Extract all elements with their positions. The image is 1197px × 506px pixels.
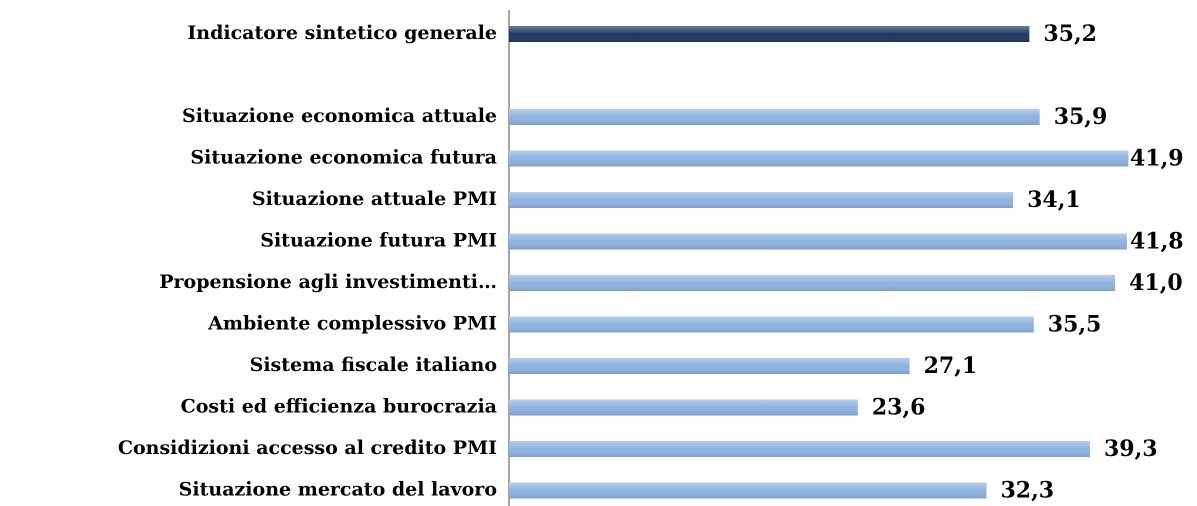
bar-shine <box>509 482 987 499</box>
value-label: 23,6 <box>872 395 926 421</box>
bar-shine <box>509 233 1127 250</box>
category-label: Propensione agli investimenti… <box>159 271 497 293</box>
category-label: Costi ed efficienza burocrazia <box>181 396 497 418</box>
bar-shine <box>509 109 1040 125</box>
value-label: 35,9 <box>1054 104 1108 130</box>
value-label: 32,3 <box>1000 478 1054 504</box>
value-label: 35,5 <box>1048 312 1102 338</box>
category-label: Situazione economica attuale <box>182 105 497 127</box>
bar-shine <box>509 399 858 416</box>
bar-shine <box>509 192 1014 208</box>
bar-shine <box>509 26 1030 42</box>
category-label: Ambiente complessivo PMI <box>207 313 497 335</box>
category-label: Indicatore sintetico generale <box>187 22 497 44</box>
value-label: 41,8 <box>1130 229 1184 255</box>
value-label: 41,9 <box>1130 146 1184 172</box>
value-label: 35,2 <box>1043 21 1097 47</box>
bar-shine <box>509 150 1129 167</box>
bar-shine <box>509 358 910 374</box>
value-label: 34,1 <box>1027 187 1081 213</box>
category-label: Sistema fiscale italiano <box>250 354 497 376</box>
category-label: Situazione futura PMI <box>260 230 497 252</box>
category-label: Situazione economica futura <box>190 147 497 169</box>
value-label: 27,1 <box>924 353 978 379</box>
value-label: 41,0 <box>1129 270 1183 296</box>
category-label: Considizioni accesso al credito PMI <box>118 437 497 459</box>
category-label: Situazione mercato del lavoro <box>179 479 497 501</box>
bar-shine <box>509 441 1090 457</box>
bar-shine <box>509 316 1034 333</box>
category-label: Situazione attuale PMI <box>252 188 497 210</box>
bar-shine <box>509 275 1116 291</box>
value-label: 39,3 <box>1104 436 1158 462</box>
